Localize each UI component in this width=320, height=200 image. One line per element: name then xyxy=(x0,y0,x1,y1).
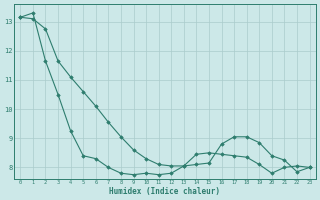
X-axis label: Humidex (Indice chaleur): Humidex (Indice chaleur) xyxy=(109,187,220,196)
